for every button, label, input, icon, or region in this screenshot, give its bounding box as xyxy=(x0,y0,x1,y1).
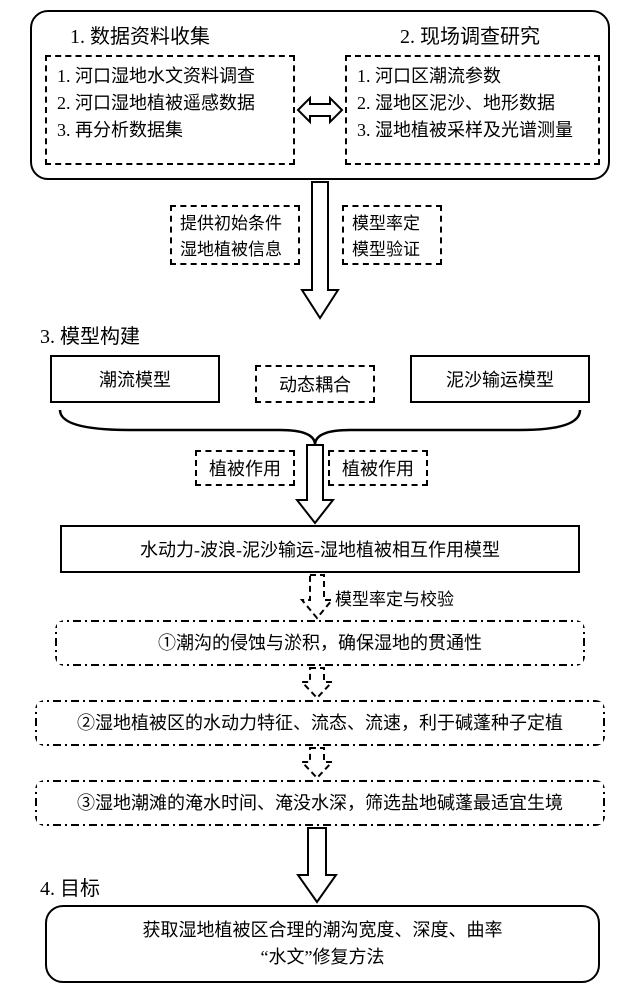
text: 模型验证 xyxy=(352,237,432,263)
arrow-down4 xyxy=(302,668,332,698)
text: 动态耦合 xyxy=(257,367,373,405)
heading-2: 2. 现场调查研究 xyxy=(400,20,540,49)
box-res3: ③湿地潮滩的淹水时间、淹没水深，筛选盐地碱蓬最适宜生境 xyxy=(35,780,605,826)
text: ①潮沟的侵蚀与淤积，确保湿地的贯通性 xyxy=(55,620,585,663)
arrow-down3 xyxy=(302,575,332,618)
text: 潮流模型 xyxy=(52,357,218,400)
box-mid-left: 提供初始条件 湿地植被信息 xyxy=(170,205,300,265)
text: 泥沙输运模型 xyxy=(412,357,588,400)
text: 植被作用 xyxy=(197,452,293,489)
text: 1. 河口区潮流参数 xyxy=(357,63,588,90)
text: 水动力-波浪-泥沙输运-湿地植被相互作用模型 xyxy=(62,527,578,570)
arrow-down6 xyxy=(298,828,336,902)
box-res2: ②湿地植被区的水动力特征、流态、流速，利于碱蓬种子定植 xyxy=(35,700,605,746)
box-mid-right: 模型率定 模型验证 xyxy=(342,205,442,265)
text: 1. 河口湿地水文资料调查 xyxy=(57,63,283,90)
text: 模型率定 xyxy=(352,211,432,237)
box-interaction-model: 水动力-波浪-泥沙输运-湿地植被相互作用模型 xyxy=(60,525,580,573)
heading-4: 4. 目标 xyxy=(40,872,100,901)
box-field-survey: 1. 河口区潮流参数 2. 湿地区泥沙、地形数据 3. 湿地植被采样及光谱测量 xyxy=(345,55,600,165)
box-veg-right: 植被作用 xyxy=(328,450,428,486)
box-sediment-model: 泥沙输运模型 xyxy=(410,355,590,403)
arrow-down5 xyxy=(302,748,332,778)
box-veg-left: 植被作用 xyxy=(195,450,295,486)
text: ②湿地植被区的水动力特征、流态、流速，利于碱蓬种子定植 xyxy=(35,700,605,743)
box-tidal-model: 潮流模型 xyxy=(50,355,220,403)
text: 3. 再分析数据集 xyxy=(57,117,283,144)
text: 提供初始条件 xyxy=(180,211,290,237)
text: 3. 湿地植被采样及光谱测量 xyxy=(357,117,588,144)
text: 2. 湿地区泥沙、地形数据 xyxy=(357,90,588,117)
heading-3: 3. 模型构建 xyxy=(40,320,140,349)
text: 2. 河口湿地植被遥感数据 xyxy=(57,90,283,117)
arrow-down1 xyxy=(302,182,338,318)
text: 植被作用 xyxy=(330,452,426,489)
heading-1: 1. 数据资料收集 xyxy=(70,20,210,49)
box-coupling: 动态耦合 xyxy=(255,365,375,403)
box-goal: 获取湿地植被区合理的潮沟宽度、深度、曲率 “水文”修复方法 xyxy=(45,905,600,983)
box-data-collect: 1. 河口湿地水文资料调查 2. 河口湿地植被遥感数据 3. 再分析数据集 xyxy=(45,55,295,165)
box-res1: ①潮沟的侵蚀与淤积，确保湿地的贯通性 xyxy=(55,620,585,666)
calib-label: 模型率定与校验 xyxy=(335,585,454,610)
text: ③湿地潮滩的淹水时间、淹没水深，筛选盐地碱蓬最适宜生境 xyxy=(35,780,605,823)
brace xyxy=(60,410,580,445)
text: 湿地植被信息 xyxy=(180,237,290,263)
text: “水文”修复方法 xyxy=(57,944,588,971)
text: 获取湿地植被区合理的潮沟宽度、深度、曲率 xyxy=(57,917,588,944)
